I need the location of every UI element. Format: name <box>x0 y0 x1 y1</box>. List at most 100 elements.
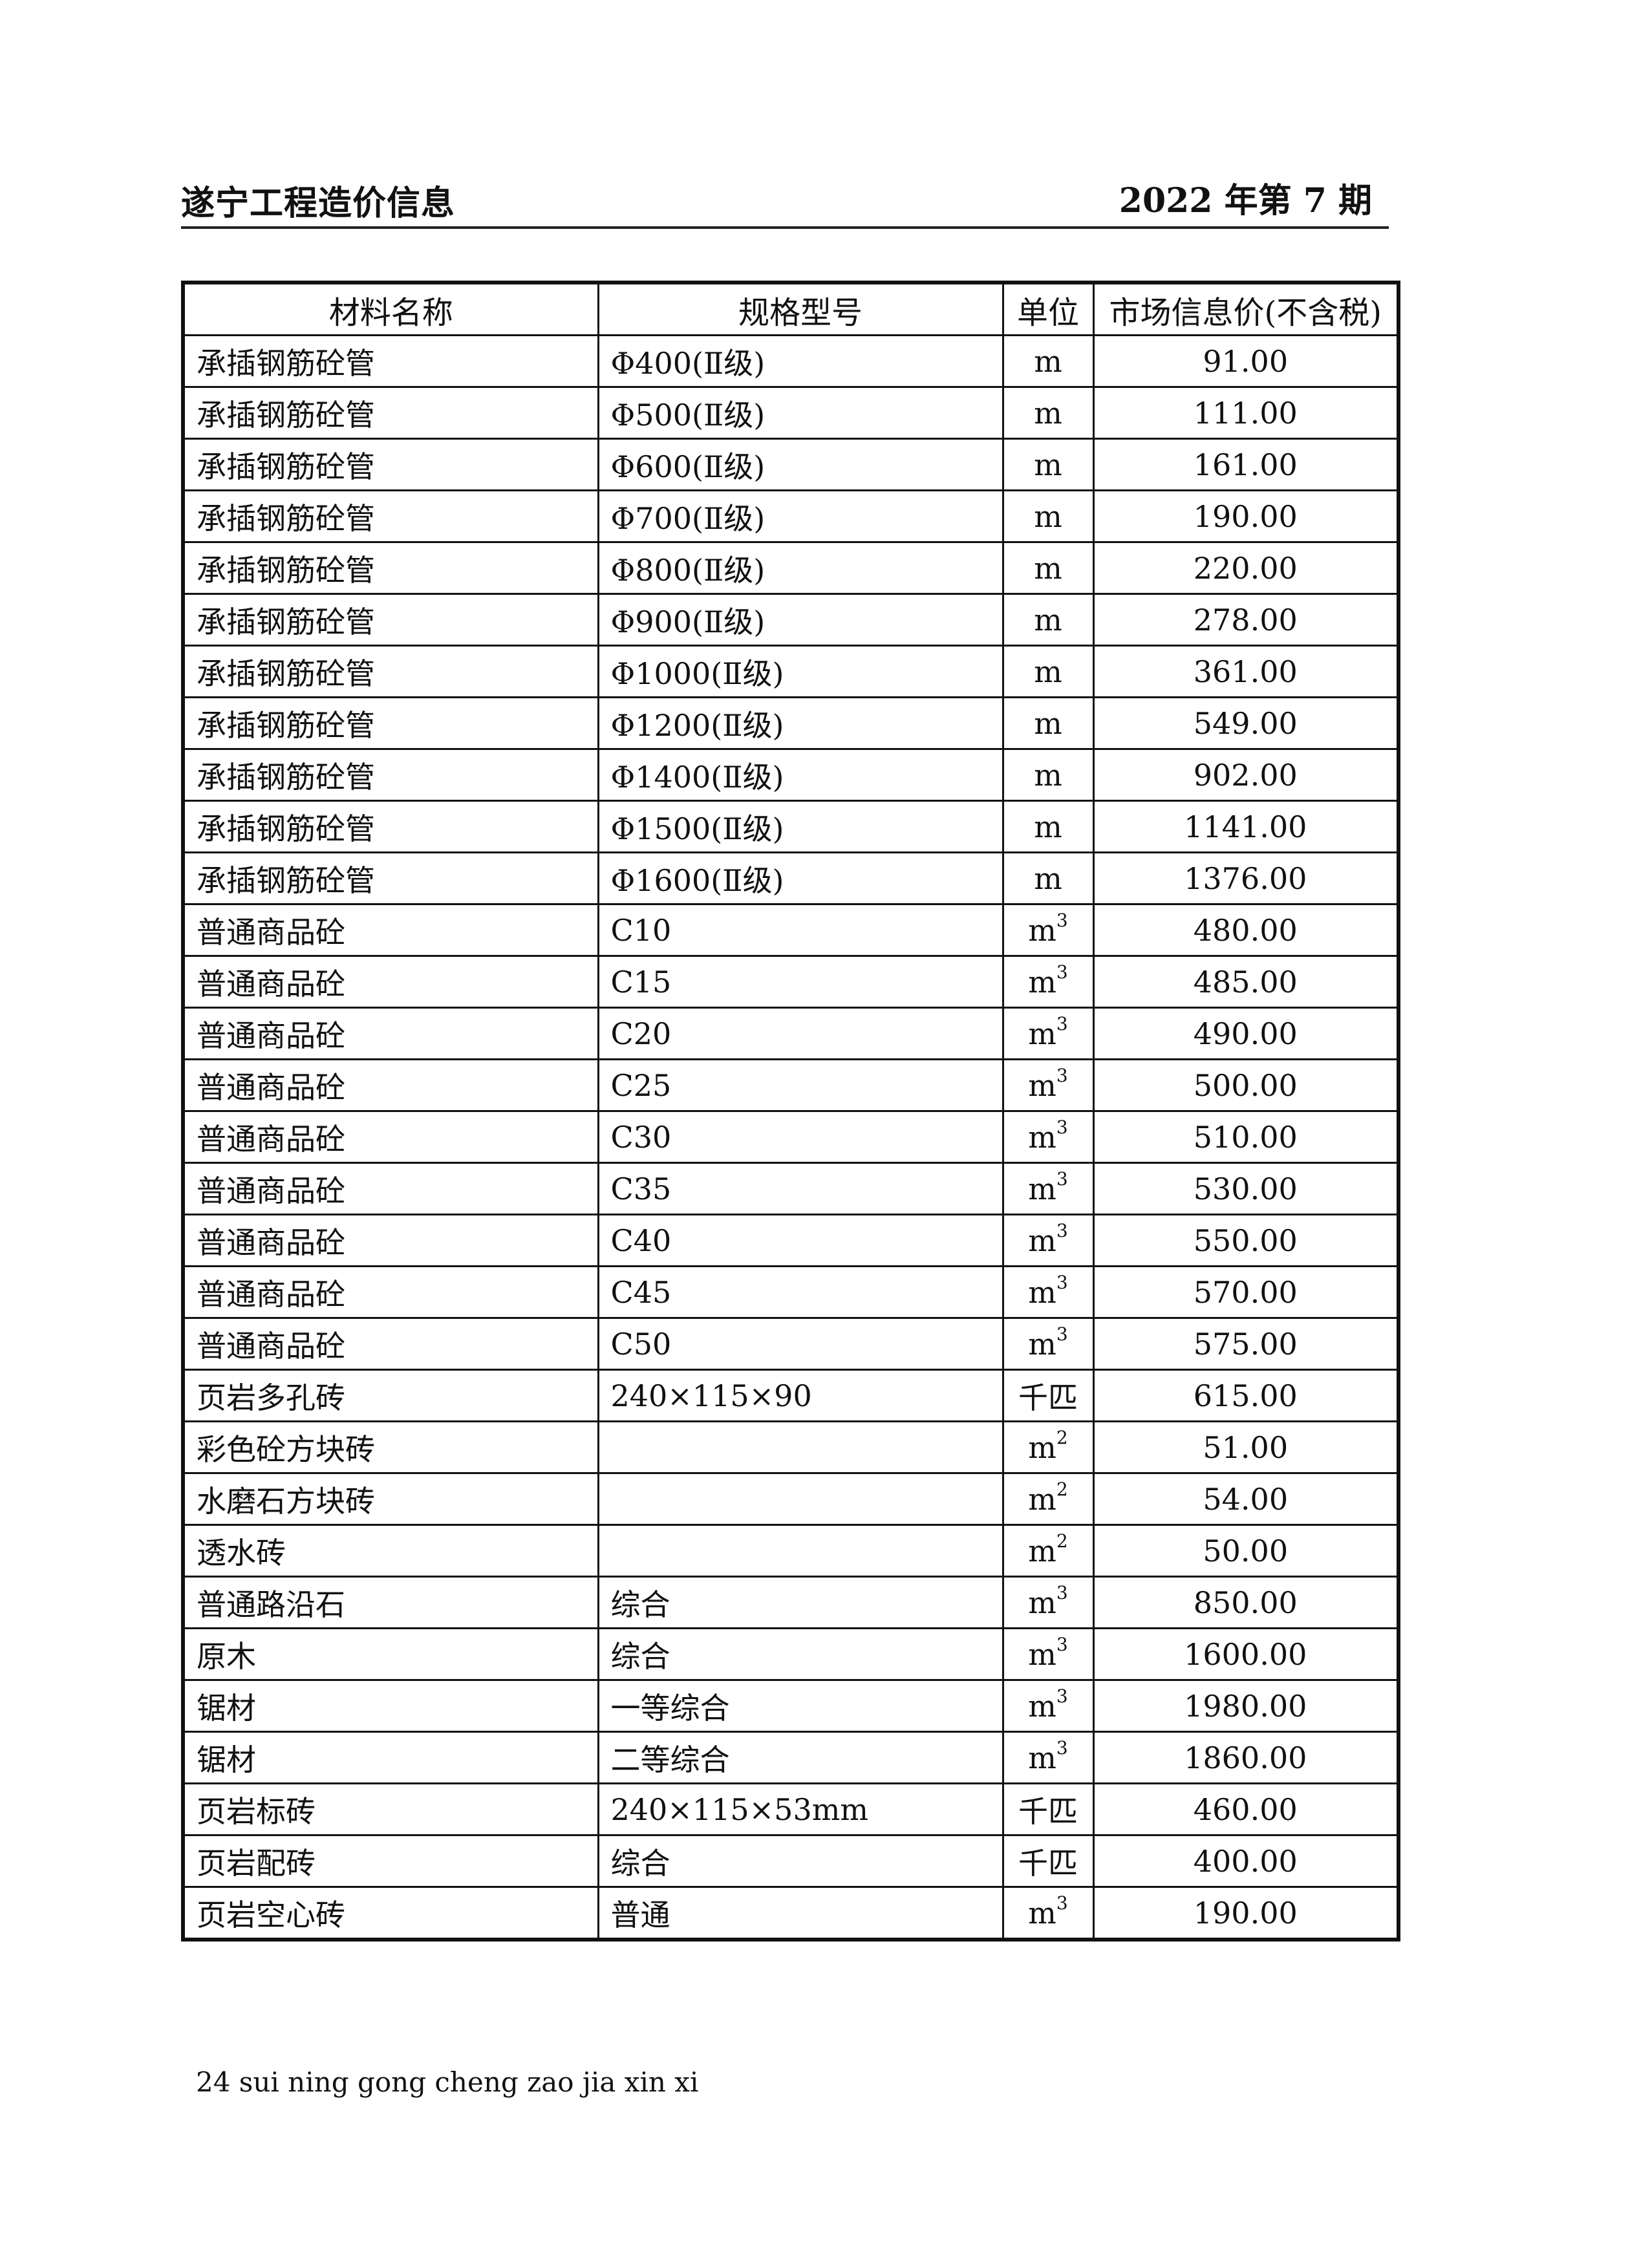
unit-base: m <box>1034 498 1062 534</box>
market-price: 361.00 <box>1092 645 1400 698</box>
publication-title: 遂宁工程造价信息 <box>181 184 456 223</box>
unit-base: m <box>1034 550 1062 586</box>
table-row: 锯材 二等综合 m3 1860.00 <box>182 1731 1400 1784</box>
issue-number: 2022 年第 7 期 <box>1119 181 1372 220</box>
material-spec: 一等综合 <box>597 1679 1004 1733</box>
unit-exponent: 2 <box>1056 1530 1068 1552</box>
material-name: 水磨石方块砖 <box>182 1472 599 1526</box>
table-row: 承插钢筋砼管 Φ400(Ⅱ级) m 91.00 <box>182 334 1400 388</box>
table-row: 页岩空心砖 普通 m3 190.00 <box>182 1886 1400 1941</box>
header-divider <box>181 226 1389 229</box>
material-spec: Φ800(Ⅱ级) <box>597 541 1004 595</box>
material-spec: C30 <box>597 1110 1004 1164</box>
unit-base: m <box>1028 1016 1056 1051</box>
material-unit: m <box>1002 748 1095 802</box>
unit-base: m <box>1034 861 1062 896</box>
material-name: 锯材 <box>182 1731 599 1784</box>
material-spec: C45 <box>597 1265 1004 1319</box>
material-spec: C25 <box>597 1058 1004 1112</box>
material-unit: m2 <box>1002 1420 1095 1474</box>
unit-exponent: 3 <box>1056 1685 1068 1707</box>
unit-base: m <box>1028 1688 1056 1724</box>
material-name: 普通商品砼 <box>182 1162 599 1215</box>
unit-base: m <box>1028 964 1056 1000</box>
market-price: 549.00 <box>1092 696 1400 750</box>
table-row: 水磨石方块砖 m2 54.00 <box>182 1472 1400 1526</box>
unit-exponent: 3 <box>1056 1168 1068 1190</box>
market-price: 51.00 <box>1092 1420 1400 1474</box>
material-spec: 综合 <box>597 1627 1004 1681</box>
material-name: 承插钢筋砼管 <box>182 696 599 750</box>
market-price: 278.00 <box>1092 593 1400 647</box>
market-price: 530.00 <box>1092 1162 1400 1215</box>
table-row: 承插钢筋砼管 Φ500(Ⅱ级) m 111.00 <box>182 386 1400 440</box>
material-spec: 普通 <box>597 1886 1004 1941</box>
market-price: 400.00 <box>1092 1834 1400 1888</box>
unit-base: m <box>1034 757 1062 793</box>
material-unit: m3 <box>1002 1214 1095 1267</box>
column-header-name: 材料名称 <box>182 281 599 336</box>
unit-base: m <box>1028 1326 1056 1362</box>
material-spec: C20 <box>597 1007 1004 1060</box>
unit-base: m <box>1028 1636 1056 1672</box>
material-unit: m3 <box>1002 1110 1095 1164</box>
market-price: 190.00 <box>1092 489 1400 543</box>
table-row: 承插钢筋砼管 Φ600(Ⅱ级) m 161.00 <box>182 438 1400 491</box>
table-row: 普通商品砼 C15 m3 485.00 <box>182 955 1400 1009</box>
material-unit: m3 <box>1002 1265 1095 1319</box>
market-price: 902.00 <box>1092 748 1400 802</box>
material-spec: 240×115×90 <box>597 1369 1004 1422</box>
material-name: 普通商品砼 <box>182 1058 599 1112</box>
material-unit: m3 <box>1002 1886 1095 1941</box>
material-name: 承插钢筋砼管 <box>182 748 599 802</box>
market-price: 510.00 <box>1092 1110 1400 1164</box>
material-unit: 千匹 <box>1002 1834 1095 1888</box>
material-name: 承插钢筋砼管 <box>182 489 599 543</box>
column-header-price: 市场信息价(不含税) <box>1092 281 1400 336</box>
unit-base: m <box>1034 654 1062 689</box>
material-spec: 综合 <box>597 1834 1004 1888</box>
table-row: 页岩多孔砖 240×115×90 千匹 615.00 <box>182 1369 1400 1422</box>
market-price: 550.00 <box>1092 1214 1400 1267</box>
market-price: 1141.00 <box>1092 800 1400 853</box>
market-price: 111.00 <box>1092 386 1400 440</box>
material-name: 普通商品砼 <box>182 1007 599 1060</box>
table-row: 承插钢筋砼管 Φ1500(Ⅱ级) m 1141.00 <box>182 800 1400 853</box>
unit-base: 千匹 <box>1018 1845 1078 1881</box>
unit-base: m <box>1028 1740 1056 1775</box>
table-row: 承插钢筋砼管 Φ800(Ⅱ级) m 220.00 <box>182 541 1400 595</box>
material-unit: m <box>1002 851 1095 905</box>
unit-exponent: 3 <box>1056 1219 1068 1241</box>
unit-exponent: 3 <box>1056 1064 1068 1086</box>
table-row: 承插钢筋砼管 Φ1000(Ⅱ级) m 361.00 <box>182 645 1400 698</box>
material-unit: m <box>1002 541 1095 595</box>
material-spec: Φ1600(Ⅱ级) <box>597 851 1004 905</box>
material-name: 普通商品砼 <box>182 1317 599 1371</box>
table-row: 承插钢筋砼管 Φ1400(Ⅱ级) m 902.00 <box>182 748 1400 802</box>
material-unit: m <box>1002 645 1095 698</box>
material-spec: C10 <box>597 903 1004 957</box>
market-price: 490.00 <box>1092 1007 1400 1060</box>
material-unit: m3 <box>1002 1627 1095 1681</box>
table-row: 透水砖 m2 50.00 <box>182 1524 1400 1578</box>
market-price: 50.00 <box>1092 1524 1400 1578</box>
table-row: 普通商品砼 C20 m3 490.00 <box>182 1007 1400 1060</box>
material-name: 普通商品砼 <box>182 1214 599 1267</box>
material-unit: m <box>1002 386 1095 440</box>
table-row: 页岩配砖 综合 千匹 400.00 <box>182 1834 1400 1888</box>
table-row: 锯材 一等综合 m3 1980.00 <box>182 1679 1400 1733</box>
material-name: 承插钢筋砼管 <box>182 334 599 388</box>
market-price: 220.00 <box>1092 541 1400 595</box>
market-price: 161.00 <box>1092 438 1400 491</box>
market-price: 1376.00 <box>1092 851 1400 905</box>
table-row: 页岩标砖 240×115×53mm 千匹 460.00 <box>182 1782 1400 1836</box>
column-header-spec: 规格型号 <box>597 281 1004 336</box>
table-row: 普通路沿石 综合 m3 850.00 <box>182 1576 1400 1629</box>
unit-base: m <box>1028 1895 1056 1931</box>
material-spec: Φ400(Ⅱ级) <box>597 334 1004 388</box>
material-spec <box>597 1420 1004 1474</box>
table-row: 彩色砼方块砖 m2 51.00 <box>182 1420 1400 1474</box>
unit-exponent: 3 <box>1056 1271 1068 1293</box>
unit-base: m <box>1034 395 1062 431</box>
unit-base: 千匹 <box>1018 1380 1078 1415</box>
